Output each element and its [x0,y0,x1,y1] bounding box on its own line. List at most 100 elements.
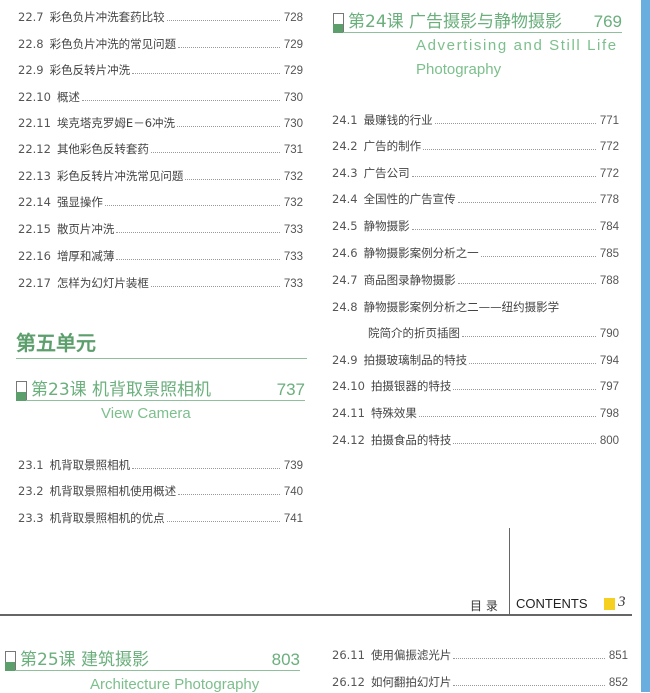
entry-title: 静物摄影 [363,219,410,233]
toc-entry[interactable]: 22.15 散页片冲洗 733 [18,221,303,237]
toc-entry[interactable]: 22.9 彩色反转片冲洗 729 [18,62,303,78]
toc-entry[interactable]: 24.11 特殊效果 798 [332,405,619,421]
toc-entry[interactable]: 22.17 怎样为幻灯片装框 733 [18,275,303,291]
entry-title: 商品图录静物摄影 [363,273,456,287]
entry-title: 散页片冲洗 [56,222,115,236]
dot-leader [411,175,596,177]
toc-entry[interactable]: 26.12 如何翻拍幻灯片 852 [332,674,628,690]
entry-page: 778 [599,194,619,206]
entry-number: 24.10 [332,379,365,393]
dot-leader [453,388,596,390]
toc-entry[interactable]: 24.6 静物摄影案例分析之一 785 [332,245,619,261]
entry-page: 733 [283,251,303,263]
lesson-page: 737 [276,380,305,399]
toc-entry[interactable]: 22.8 彩色负片冲洗的常见问题 729 [18,36,303,52]
toc-entry[interactable]: 22.10 概述 730 [18,89,303,105]
dot-leader [132,72,280,74]
entry-number: 22.7 [18,10,44,24]
entry-title: 其他彩色反转套药 [56,142,149,156]
entry-page: 730 [283,118,303,130]
entry-number: 22.9 [18,63,44,77]
toc-entry[interactable]: 24.9 拍摄玻璃制品的特技 794 [332,352,619,368]
unit-title: 第五单元 [16,327,307,359]
entry-page: 798 [599,408,619,420]
entry-number: 23.3 [18,511,44,525]
toc-entry[interactable]: 24.10 拍摄银器的特技 797 [332,378,619,394]
dot-leader [132,467,280,469]
entry-number: 22.11 [18,116,51,130]
lesson-24-heading[interactable]: 第24课 广告摄影与静物摄影 769 [333,8,622,33]
entry-title: 彩色反转片冲洗常见问题 [56,169,184,183]
toc-entry[interactable]: 24.8 静物摄影案例分析之二——纽约摄影学 [332,299,622,315]
toc-entry[interactable]: 24.5 静物摄影 784 [332,218,619,234]
footer-cn: 目 录 [470,599,498,613]
lesson-title: 第25课 建筑摄影 [20,650,150,670]
entry-page: 790 [599,328,619,340]
toc-entry[interactable]: 23.2 机背取景照相机使用概述 740 [18,483,303,499]
toc-entry[interactable]: 22.12 其他彩色反转套药 731 [18,141,303,157]
entry-title: 埃克塔克罗姆E－6冲洗 [56,116,176,130]
entry-page: 728 [283,12,303,24]
dot-leader [166,19,280,21]
dot-leader [104,204,280,206]
dot-leader [480,255,596,257]
dot-leader [150,151,280,153]
entry-title: 特殊效果 [370,406,417,420]
dot-leader [81,99,280,101]
entry-page: 730 [283,92,303,104]
dot-leader [411,228,596,230]
entry-title: 强显操作 [56,195,103,209]
toc-entry[interactable]: 24.1 最赚钱的行业 771 [332,112,619,128]
entry-title: 增厚和减薄 [56,249,115,263]
entry-number: 26.12 [332,675,365,689]
entry-number: 22.14 [18,195,51,209]
lesson-marker-icon [333,13,344,33]
toc-entry[interactable]: 23.1 机背取景照相机 739 [18,457,303,473]
entry-page: 772 [599,168,619,180]
toc-entry[interactable]: 24.12 拍摄食品的特技 800 [332,432,619,448]
entry-title: 彩色负片冲洗套药比较 [49,10,165,24]
dot-leader [185,178,280,180]
toc-entry[interactable]: 24.4 全国性的广告宣传 778 [332,191,619,207]
entry-page: 732 [283,171,303,183]
toc-entry[interactable]: 24.3 广告公司 772 [332,165,619,181]
dot-leader [116,258,280,260]
toc-entry[interactable]: 22.16 增厚和减薄 733 [18,248,303,264]
dot-leader [423,148,596,150]
toc-entry[interactable]: 22.7 彩色负片冲洗套药比较 728 [18,9,303,25]
toc-entry[interactable]: 23.3 机背取景照相机的优点 741 [18,510,303,526]
lesson-subtitle-2: Photography [416,61,502,78]
entry-title: 拍摄食品的特技 [370,433,452,447]
entry-title: 全国性的广告宣传 [363,192,456,206]
dot-leader [457,201,596,203]
toc-entry[interactable]: 22.13 彩色反转片冲洗常见问题 732 [18,168,303,184]
entry-title: 机背取景照相机使用概述 [49,484,177,498]
entry-title: 机背取景照相机的优点 [49,511,165,525]
entry-number: 24.1 [332,113,358,127]
toc-entry[interactable]: 24.7 商品图录静物摄影 788 [332,272,619,288]
entry-number: 22.17 [18,276,51,290]
dot-leader [469,362,596,364]
entry-page: 732 [283,197,303,209]
toc-entry[interactable]: 22.11 埃克塔克罗姆E－6冲洗 730 [18,115,303,131]
dot-leader [453,684,605,686]
entry-page: 740 [283,486,303,498]
toc-entry[interactable]: 院简介的折页插图 790 [368,325,619,341]
entry-title: 静物摄影案例分析之二——纽约摄影学 [363,300,560,314]
entry-page: 852 [608,677,628,689]
lesson-23-heading[interactable]: 第23课 机背取景照相机 737 [16,376,305,401]
toc-entry[interactable]: 26.11 使用偏振滤光片 851 [332,647,628,663]
lesson-25-heading[interactable]: 第25课 建筑摄影 803 [5,646,300,671]
dot-leader [434,122,596,124]
lesson-title: 第23课 机背取景照相机 [31,380,212,400]
page-number: 3 [618,594,626,610]
toc-entry[interactable]: 22.14 强显操作 732 [18,194,303,210]
footer-divider [509,528,510,614]
entry-page: 772 [599,141,619,153]
toc-entry[interactable]: 24.2 广告的制作 772 [332,138,619,154]
entry-number: 22.12 [18,142,51,156]
entry-number: 24.4 [332,192,358,206]
lesson-subtitle: Architecture Photography [90,676,260,693]
entry-number: 23.2 [18,484,44,498]
entry-number: 24.9 [332,353,358,367]
